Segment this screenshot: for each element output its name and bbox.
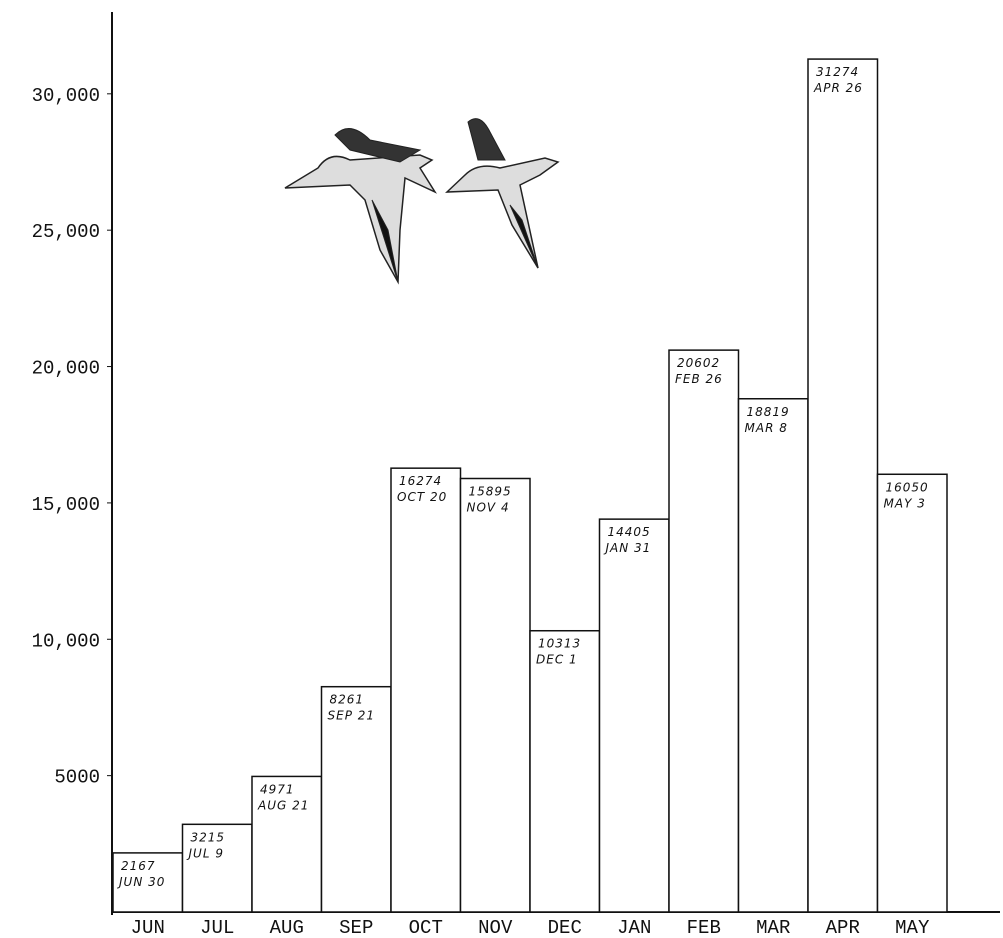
x-tick-label: APR xyxy=(826,917,860,938)
date-label: JUN 30 xyxy=(117,875,165,889)
x-tick-label: JAN xyxy=(617,917,651,938)
y-tick-label: 30,000 xyxy=(32,85,100,107)
value-label: 16050 xyxy=(886,480,929,494)
x-tick-label: SEP xyxy=(339,917,373,938)
bar xyxy=(737,398,809,913)
date-label: AUG 21 xyxy=(257,798,309,812)
value-label: 31274 xyxy=(816,65,859,79)
bar xyxy=(807,58,879,913)
bar xyxy=(529,629,601,913)
bar xyxy=(390,467,462,913)
value-label: 14405 xyxy=(608,525,651,539)
y-tick-label: 20,000 xyxy=(32,358,100,380)
x-tick-label: MAR xyxy=(756,917,790,938)
bar xyxy=(112,852,184,913)
y-tick-label: 15,000 xyxy=(32,494,100,516)
value-label: 10313 xyxy=(538,637,581,651)
value-label: 4971 xyxy=(260,782,295,796)
x-tick-label: AUG xyxy=(270,917,304,938)
y-tick-label: 25,000 xyxy=(32,221,100,243)
date-label: FEB 26 xyxy=(675,372,723,386)
bar xyxy=(251,775,323,913)
bar xyxy=(459,477,531,913)
x-tick-label: MAY xyxy=(895,917,930,938)
date-label: APR 26 xyxy=(813,81,863,95)
value-label: 8261 xyxy=(330,693,365,707)
date-label: OCT 20 xyxy=(397,490,447,504)
value-label: 3215 xyxy=(191,830,226,844)
x-tick-label: NOV xyxy=(478,917,513,938)
bar xyxy=(181,823,253,913)
date-label: MAR 8 xyxy=(745,421,788,435)
value-label: 2167 xyxy=(121,859,156,873)
x-tick-label: FEB xyxy=(687,917,721,938)
bar xyxy=(668,349,740,913)
y-tick-label: 5000 xyxy=(54,767,100,789)
x-tick-label: OCT xyxy=(409,917,443,938)
x-tick-label: JUN xyxy=(131,917,165,938)
x-tick-label: DEC xyxy=(548,917,582,938)
date-label: NOV 4 xyxy=(467,501,510,515)
y-tick-label: 10,000 xyxy=(32,630,100,652)
bar xyxy=(598,518,670,913)
bar xyxy=(876,473,948,913)
date-label: SEP 21 xyxy=(328,709,376,723)
value-label: 15895 xyxy=(469,485,512,499)
x-tick-label: JUL xyxy=(200,917,234,938)
birds-illustration xyxy=(284,118,560,285)
date-label: JAN 31 xyxy=(604,541,652,555)
value-label: 18819 xyxy=(747,405,790,419)
value-label: 16274 xyxy=(399,474,442,488)
value-label: 20602 xyxy=(677,356,720,370)
date-label: MAY 3 xyxy=(884,496,926,510)
date-label: JUL 9 xyxy=(187,846,224,860)
date-label: DEC 1 xyxy=(536,653,578,667)
